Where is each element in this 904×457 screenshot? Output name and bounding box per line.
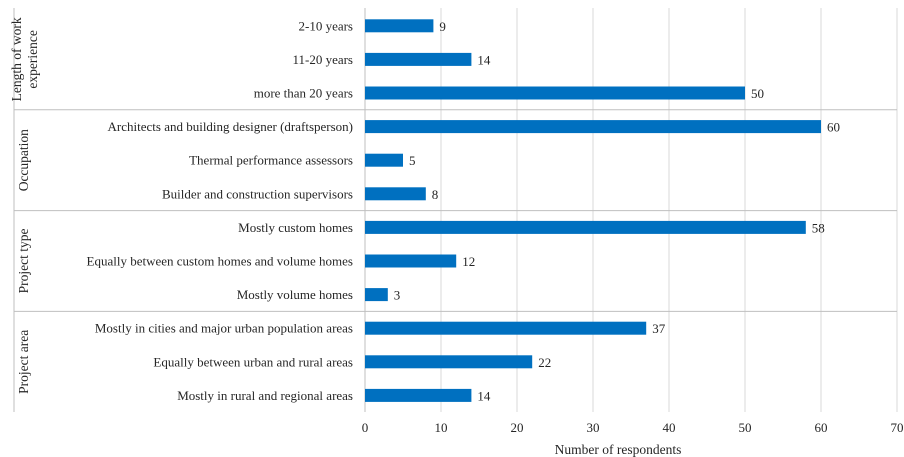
bar <box>365 220 806 234</box>
x-tick-labels: 0 10 20 30 40 50 60 70 <box>362 420 904 435</box>
data-label: 3 <box>394 288 401 303</box>
x-tick-label: 60 <box>815 420 828 435</box>
category-label: more than 20 years <box>254 86 353 101</box>
x-tick-label: 70 <box>891 420 904 435</box>
x-tick-label: 40 <box>663 420 676 435</box>
group-label: Project type <box>16 229 31 294</box>
x-tick-label: 50 <box>739 420 752 435</box>
category-label: Architects and building designer (drafts… <box>108 119 353 134</box>
data-label: 9 <box>439 19 446 34</box>
data-label: 58 <box>812 220 825 235</box>
group-separators <box>14 109 897 312</box>
group-label: Occupation <box>16 129 31 191</box>
group-labels: Length of work experience Occupation Projec… <box>9 17 40 394</box>
grid-lines <box>13 8 898 412</box>
data-label: 14 <box>477 52 491 67</box>
category-labels: 2-10 years 11-20 years more than 20 years A… <box>87 18 353 403</box>
bars <box>365 19 821 402</box>
data-label: 37 <box>652 321 666 336</box>
data-label: 12 <box>462 254 475 269</box>
data-label: 22 <box>538 355 551 370</box>
x-tick-label: 30 <box>587 420 600 435</box>
data-label: 60 <box>827 120 840 135</box>
group-label: Project area <box>16 330 31 394</box>
x-tick-label: 10 <box>435 420 448 435</box>
category-label: Thermal performance assessors <box>189 153 353 168</box>
category-label: Equally between urban and rural areas <box>153 354 353 369</box>
data-label: 50 <box>751 86 764 101</box>
category-label: Equally between custom homes and volume … <box>87 254 353 269</box>
bar <box>365 187 426 201</box>
group-label: experience <box>25 30 40 88</box>
data-label: 14 <box>477 388 491 403</box>
data-label: 8 <box>432 187 439 202</box>
bar <box>365 19 434 33</box>
category-label: Builder and construction supervisors <box>162 186 353 201</box>
category-label: Mostly volume homes <box>237 287 353 302</box>
bar <box>365 153 403 167</box>
bar <box>365 254 457 268</box>
category-label: Mostly in cities and major urban populat… <box>95 321 353 336</box>
category-label: Mostly in rural and regional areas <box>177 388 353 403</box>
category-label: 11-20 years <box>292 52 353 67</box>
bar <box>365 321 647 335</box>
bar <box>365 388 472 402</box>
bar <box>365 86 745 100</box>
category-label: 2-10 years <box>298 18 353 33</box>
x-axis-title: Number of respondents <box>555 442 682 457</box>
x-tick-label: 20 <box>511 420 524 435</box>
bar <box>365 355 533 369</box>
group-label: Length of work <box>9 17 24 101</box>
category-label: Mostly custom homes <box>238 220 353 235</box>
x-tick-label: 0 <box>362 420 369 435</box>
bar <box>365 288 388 302</box>
data-label: 5 <box>409 153 416 168</box>
bar <box>365 120 821 134</box>
bar <box>365 52 472 66</box>
